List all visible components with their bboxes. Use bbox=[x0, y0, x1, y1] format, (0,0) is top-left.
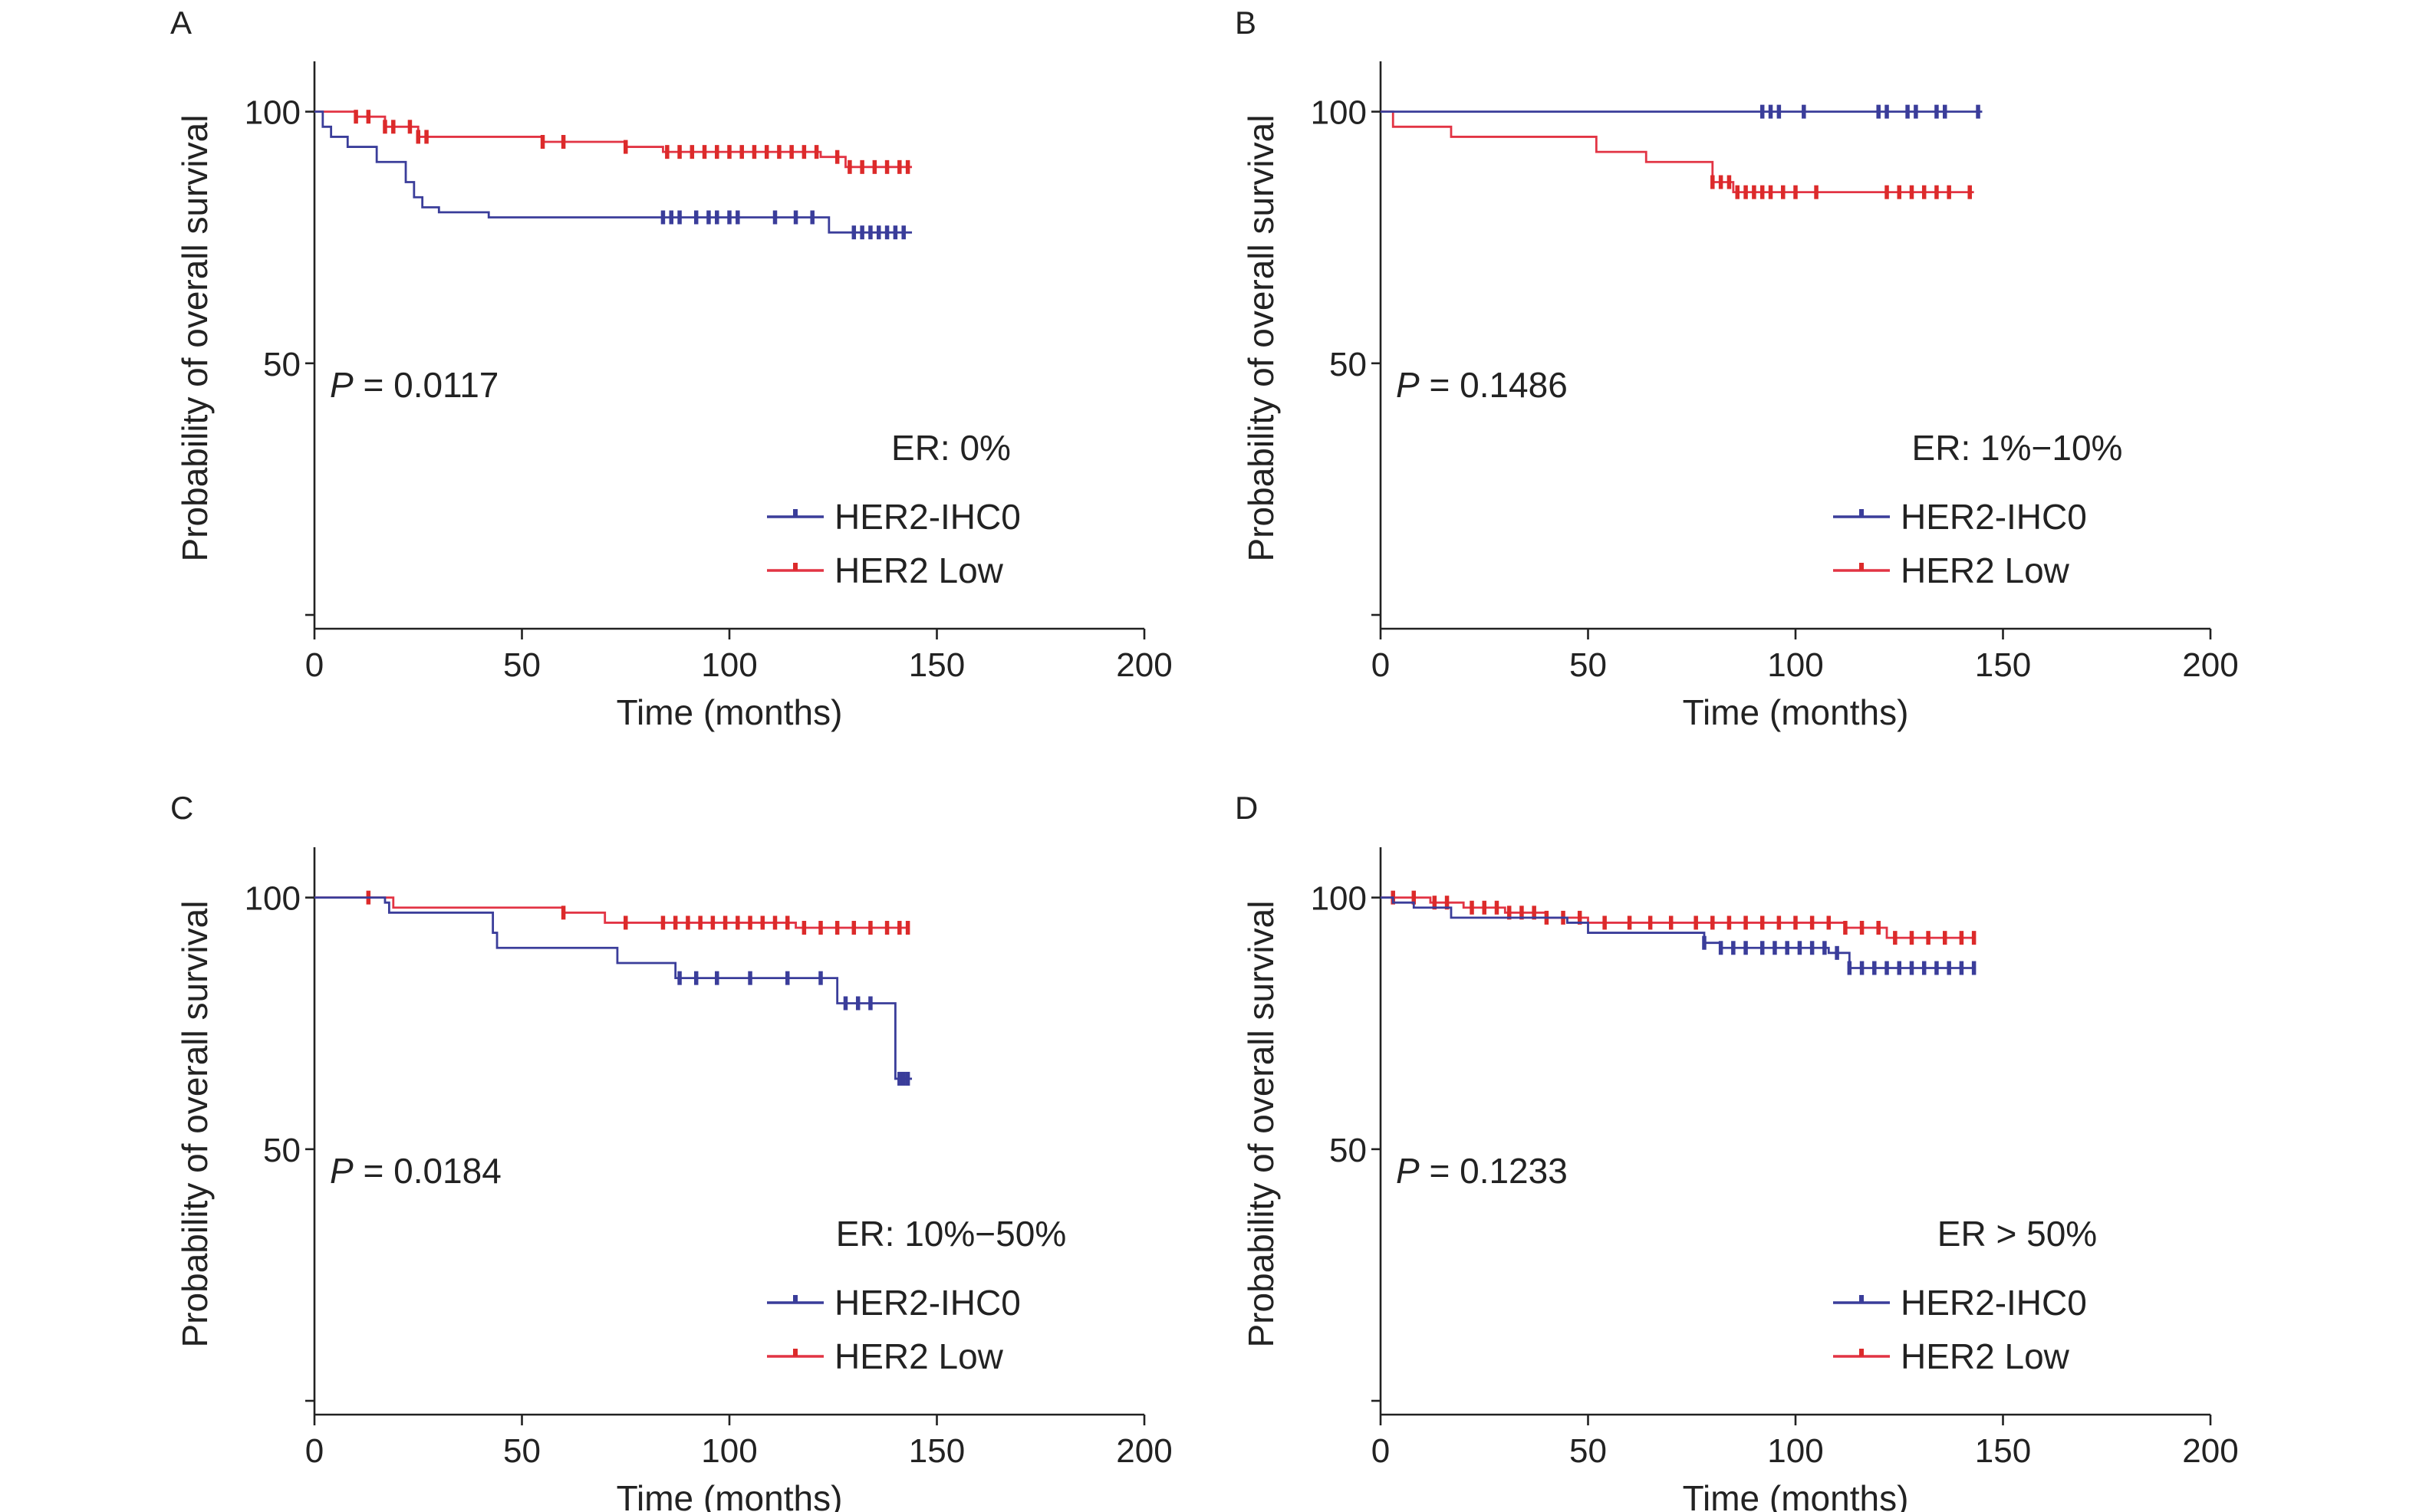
x-tick-label: 0 bbox=[1371, 646, 1390, 684]
x-tick-label: 150 bbox=[909, 646, 965, 684]
p-value-annotation: P = 0.1486 bbox=[1396, 365, 1568, 405]
x-tick-label: 200 bbox=[2182, 646, 2238, 684]
y-axis-title: Probability of overall survival bbox=[175, 115, 215, 562]
legend-label: HER2-IHC0 bbox=[834, 497, 1021, 537]
legend-label: HER2 Low bbox=[834, 551, 1004, 590]
x-tick-label: 0 bbox=[305, 1432, 324, 1470]
panel-letter: D bbox=[1235, 790, 1258, 826]
x-tick-label: 50 bbox=[1569, 646, 1607, 684]
legend-title: ER: 0% bbox=[891, 428, 1011, 468]
x-axis-title: Time (months) bbox=[1683, 1478, 1909, 1512]
x-tick-label: 50 bbox=[503, 646, 541, 684]
x-tick-label: 100 bbox=[701, 1432, 757, 1470]
panel-d: D 0 50 100 150 200 50 100 Time (months) Probabili… bbox=[1235, 790, 2239, 1512]
x-tick-label: 50 bbox=[503, 1432, 541, 1470]
p-value-annotation: P = 0.0117 bbox=[330, 365, 499, 405]
survival-curve-her2-ihc0 bbox=[314, 110, 913, 234]
survival-curve-her2-ihc0 bbox=[314, 896, 913, 1080]
legend-label: HER2-IHC0 bbox=[1901, 1283, 2087, 1323]
y-tick-label: 50 bbox=[263, 346, 301, 383]
x-tick-label: 200 bbox=[2182, 1432, 2238, 1470]
x-axis-title: Time (months) bbox=[617, 692, 843, 732]
survival-curve-her2-low bbox=[314, 896, 908, 929]
panel-letter: A bbox=[170, 5, 192, 41]
p-value-annotation: P = 0.0184 bbox=[330, 1151, 502, 1191]
legend-title: ER: 1%−10% bbox=[1912, 428, 2123, 468]
p-value-annotation: P = 0.1233 bbox=[1396, 1151, 1568, 1191]
x-axis-title: Time (months) bbox=[617, 1478, 843, 1512]
x-tick-label: 200 bbox=[1116, 646, 1172, 684]
survival-curve-her2-ihc0 bbox=[1381, 896, 1974, 969]
legend-label: HER2 Low bbox=[1901, 551, 2070, 590]
legend-label: HER2 Low bbox=[834, 1336, 1004, 1376]
p-value: = 0.1486 bbox=[1420, 365, 1568, 405]
y-axis-title: Probability of overall survival bbox=[175, 901, 215, 1348]
y-axis-title: Probability of overall survival bbox=[1241, 115, 1281, 562]
p-symbol: P bbox=[330, 1151, 354, 1191]
panel-letter: C bbox=[170, 790, 193, 826]
y-tick-label: 100 bbox=[245, 94, 301, 132]
x-tick-label: 0 bbox=[305, 646, 324, 684]
x-tick-label: 100 bbox=[1767, 1432, 1823, 1470]
legend-label: HER2 Low bbox=[1901, 1336, 2070, 1376]
survival-curve-her2-low bbox=[1381, 110, 1974, 194]
y-tick-label: 100 bbox=[1311, 880, 1367, 918]
x-tick-label: 100 bbox=[1767, 646, 1823, 684]
y-axis-title: Probability of overall survival bbox=[1241, 901, 1281, 1348]
survival-curve-her2-low bbox=[314, 110, 913, 169]
x-axis-title: Time (months) bbox=[1683, 692, 1909, 732]
x-tick-label: 50 bbox=[1569, 1432, 1607, 1470]
x-tick-label: 150 bbox=[909, 1432, 965, 1470]
x-tick-label: 150 bbox=[1975, 1432, 2031, 1470]
p-value: = 0.1233 bbox=[1420, 1151, 1568, 1191]
x-tick-label: 100 bbox=[701, 646, 757, 684]
y-tick-label: 100 bbox=[245, 880, 301, 918]
x-tick-label: 200 bbox=[1116, 1432, 1172, 1470]
y-tick-label: 50 bbox=[1329, 1132, 1367, 1169]
p-symbol: P bbox=[330, 365, 354, 405]
panel-letter: B bbox=[1235, 5, 1256, 41]
p-symbol: P bbox=[1396, 1151, 1420, 1191]
y-tick-label: 50 bbox=[1329, 346, 1367, 383]
legend-title: ER > 50% bbox=[1937, 1214, 2097, 1254]
p-value: = 0.0117 bbox=[354, 365, 499, 405]
y-tick-label: 100 bbox=[1311, 94, 1367, 132]
legend-label: HER2-IHC0 bbox=[834, 1283, 1021, 1323]
legend-label: HER2-IHC0 bbox=[1901, 497, 2087, 537]
y-tick-label: 50 bbox=[263, 1132, 301, 1169]
p-symbol: P bbox=[1396, 365, 1420, 405]
x-tick-label: 150 bbox=[1975, 646, 2031, 684]
legend-title: ER: 10%−50% bbox=[836, 1214, 1066, 1254]
x-tick-label: 0 bbox=[1371, 1432, 1390, 1470]
panel-a: A 0 50 100 150 200 50 100 Time (months) Probabili… bbox=[170, 5, 1173, 732]
panel-b: B 0 50 100 150 200 50 100 Time (months) Probabili… bbox=[1235, 5, 2239, 732]
p-value: = 0.0184 bbox=[354, 1151, 502, 1191]
panel-c: C 0 50 100 150 200 50 100 Time (months) Probabili… bbox=[170, 790, 1173, 1512]
